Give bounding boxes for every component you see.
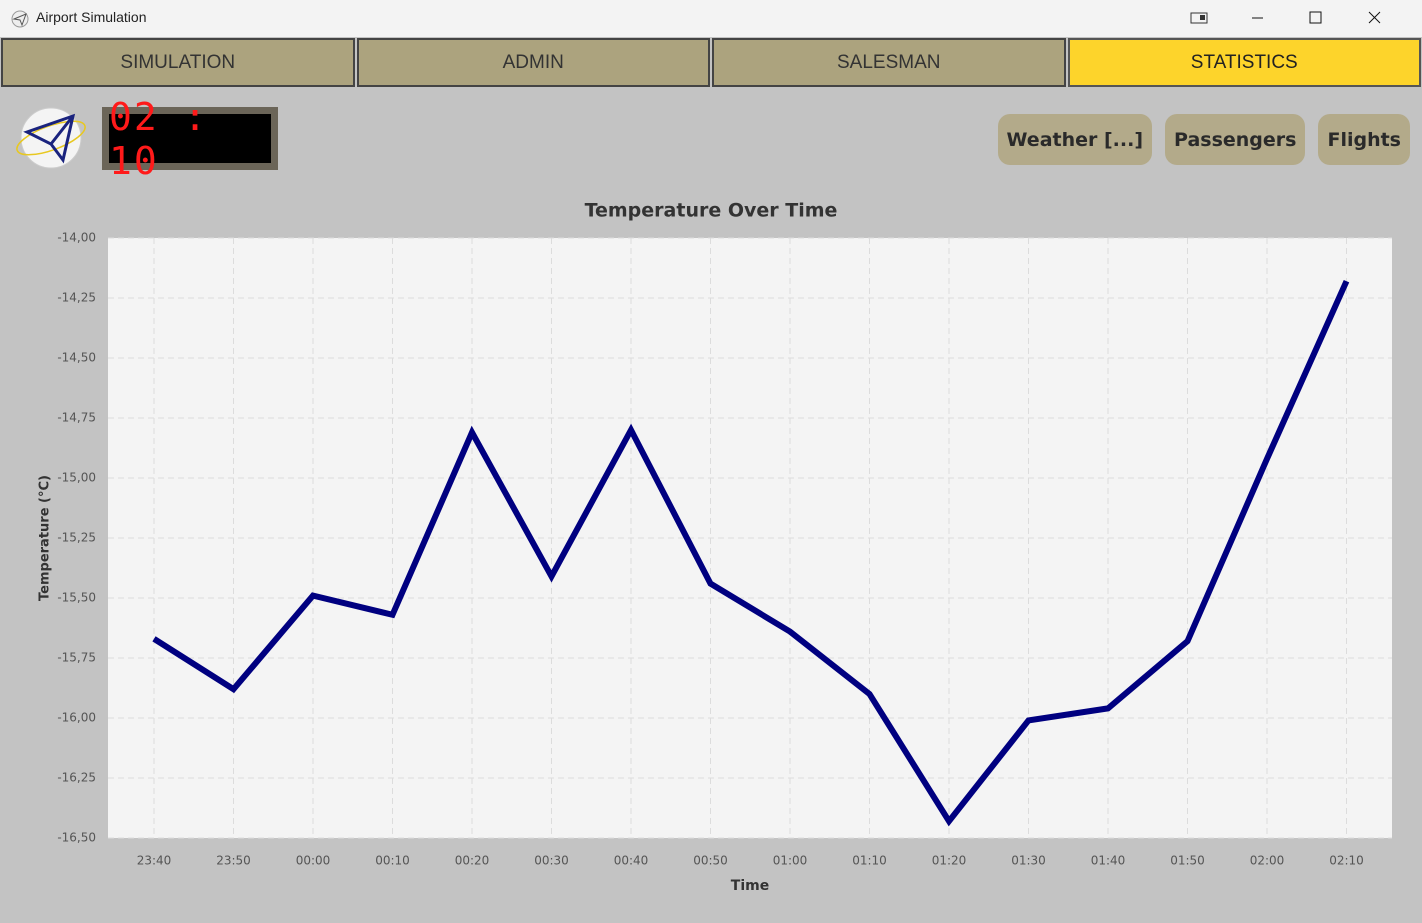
y-tick-label: -14,75	[57, 411, 96, 425]
clock-display: 02 : 10	[102, 95, 278, 183]
temperature-line	[152, 279, 1350, 827]
x-tick-label: 01:00	[773, 854, 808, 868]
x-tick-label: 02:00	[1250, 854, 1285, 868]
x-tick-label: 00:30	[534, 854, 569, 868]
y-tick-label: -15,75	[57, 651, 96, 665]
y-tick-label: -16,00	[57, 711, 96, 725]
y-tick-label: -15,50	[57, 591, 96, 605]
window-controls	[1190, 11, 1381, 24]
x-tick-label: 01:40	[1091, 854, 1126, 868]
plot-area	[108, 238, 1392, 838]
y-tick-label: -14,50	[57, 351, 96, 365]
x-tick-label: 01:30	[1011, 854, 1046, 868]
x-tick-label: 00:40	[614, 854, 649, 868]
y-tick-label: -15,25	[57, 531, 96, 545]
logo	[16, 107, 86, 169]
x-axis-label: Time	[731, 878, 769, 894]
maximize-button[interactable]	[1309, 11, 1322, 24]
x-tick-label: 01:10	[852, 854, 887, 868]
window-title: Airport Simulation	[36, 9, 147, 25]
y-tick-label: -14,25	[57, 291, 96, 305]
close-button[interactable]	[1368, 11, 1381, 24]
x-tick-label: 23:50	[216, 854, 251, 868]
y-tick-label: -14,00	[57, 231, 96, 245]
chart-button[interactable]: Passengers	[1165, 114, 1306, 165]
x-tick-label: 00:20	[455, 854, 490, 868]
x-tick-label: 00:00	[296, 854, 331, 868]
tab[interactable]: STATISTICS	[1067, 38, 1421, 87]
x-tick-label: 00:10	[375, 854, 410, 868]
title-bar: Airport Simulation	[0, 0, 1422, 37]
x-tick-label: 02:10	[1329, 854, 1364, 868]
app-icon	[11, 10, 29, 28]
snap-button[interactable]	[1190, 12, 1208, 24]
tab[interactable]: ADMIN	[356, 38, 710, 87]
y-tick-label: -15,00	[57, 471, 96, 485]
x-tick-label: 01:50	[1170, 854, 1205, 868]
x-tick-label: 23:40	[137, 854, 172, 868]
y-tick-label: -16,50	[57, 831, 96, 845]
tab[interactable]: SALESMAN	[712, 38, 1066, 87]
chart-title: Temperature Over Time	[585, 200, 838, 222]
chart-button[interactable]: Flights	[1318, 114, 1410, 165]
tab-bar: SIMULATION ADMIN SALESMAN STATISTICS	[0, 37, 1422, 88]
tab[interactable]: SIMULATION	[1, 38, 355, 87]
y-tick-label: -16,25	[57, 771, 96, 785]
chart-buttons: Weather [...] Passengers Flights	[997, 114, 1410, 165]
x-tick-label: 01:20	[932, 854, 967, 868]
clock-digits: 02 : 10	[109, 95, 271, 183]
chart-button[interactable]: Weather [...]	[997, 114, 1153, 165]
x-tick-label: 00:50	[693, 854, 728, 868]
y-axis-label: Temperature (°C)	[38, 475, 53, 601]
